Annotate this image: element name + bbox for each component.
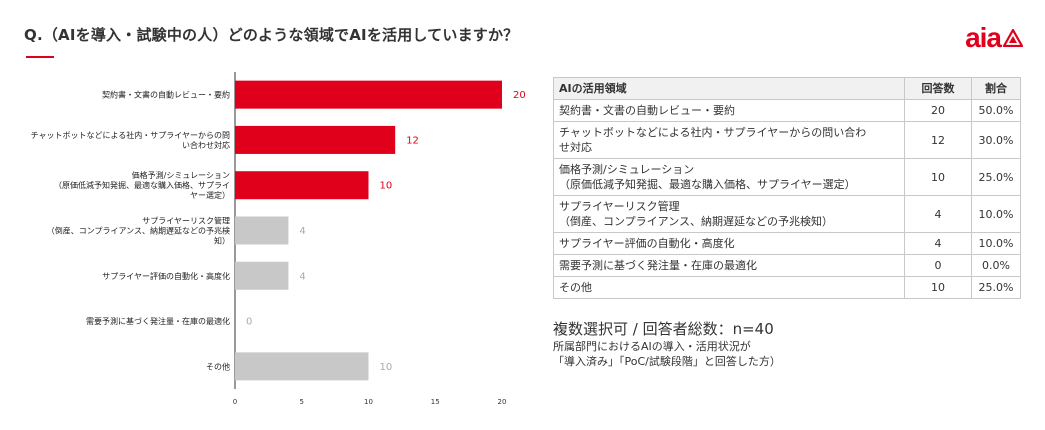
x-tick-label: 10 bbox=[364, 398, 373, 406]
row-area-line: 需要予測に基づく発注量・在庫の最適化 bbox=[559, 259, 757, 272]
note-sub-1: 所属部門におけるAIの導入・活用状況が bbox=[553, 340, 751, 353]
row-pct: 10.0% bbox=[971, 195, 1021, 233]
table-row: 需要予測に基づく発注量・在庫の最適化 0 0.0% bbox=[553, 254, 1021, 277]
row-area-line: その他 bbox=[559, 281, 592, 294]
value-label: 4 bbox=[299, 271, 305, 282]
value-label: 0 bbox=[246, 317, 252, 328]
row-area-line: せ対応 bbox=[559, 141, 592, 154]
header-area: AIの活用領域 bbox=[553, 77, 905, 100]
value-label: 10 bbox=[380, 362, 393, 373]
category-label: 価格予測/シミュレーション bbox=[132, 170, 230, 180]
row-pct: 30.0% bbox=[971, 121, 1021, 159]
row-pct: 10.0% bbox=[971, 232, 1021, 255]
row-area: チャットボットなどによる社内・サプライヤーからの問い合わ せ対応 bbox=[553, 121, 905, 159]
row-count: 10 bbox=[904, 276, 972, 299]
row-area-line: サプライヤー評価の自動化・高度化 bbox=[559, 237, 735, 250]
value-label: 4 bbox=[299, 226, 305, 237]
row-area: サプライヤーリスク管理 （倒産、コンプライアンス、納期遅延などの予兆検知） bbox=[553, 195, 905, 233]
row-count: 20 bbox=[904, 99, 972, 122]
bar bbox=[235, 216, 289, 245]
category-label: （原価低減予知発掘、最適な購入価格、サプライ bbox=[54, 180, 230, 190]
row-pct: 0.0% bbox=[971, 254, 1021, 277]
row-count: 10 bbox=[904, 158, 972, 196]
header-pct: 割合 bbox=[971, 77, 1021, 100]
row-area-line: 価格予測/シミュレーション bbox=[559, 163, 695, 176]
bar bbox=[235, 171, 369, 200]
row-count: 4 bbox=[904, 232, 972, 255]
category-label: チャットボットなどによる社内・サプライヤーからの問 bbox=[31, 130, 230, 140]
row-area: 需要予測に基づく発注量・在庫の最適化 bbox=[553, 254, 905, 277]
logo-text: aia bbox=[965, 22, 1002, 53]
data-table: AIの活用領域 回答数 割合 契約書・文書の自動レビュー・要約 20 50.0% チャ… bbox=[553, 77, 1021, 299]
row-area-line: サプライヤーリスク管理 bbox=[559, 200, 680, 213]
row-area: サプライヤー評価の自動化・高度化 bbox=[553, 232, 905, 255]
aia-triangle-icon bbox=[1003, 29, 1023, 47]
row-area: その他 bbox=[553, 276, 905, 299]
category-label: サプライヤー評価の自動化・高度化 bbox=[102, 271, 230, 281]
survey-note: 複数選択可 / 回答者総数：n=40 所属部門におけるAIの導入・活用状況が 「… bbox=[553, 320, 781, 369]
category-label: その他 bbox=[206, 361, 230, 371]
category-label: 需要予測に基づく発注量・在庫の最適化 bbox=[86, 316, 230, 326]
title-underline bbox=[26, 56, 54, 58]
bar bbox=[235, 352, 369, 381]
row-pct: 50.0% bbox=[971, 99, 1021, 122]
table-row: チャットボットなどによる社内・サプライヤーからの問い合わ せ対応 12 30.0% bbox=[553, 121, 1021, 159]
x-tick-label: 5 bbox=[300, 398, 304, 406]
header-count: 回答数 bbox=[904, 77, 972, 100]
table-row: サプライヤーリスク管理 （倒産、コンプライアンス、納期遅延などの予兆検知） 4 10.… bbox=[553, 195, 1021, 233]
category-label: ヤー選定） bbox=[190, 190, 230, 200]
row-area-line: 契約書・文書の自動レビュー・要約 bbox=[559, 104, 735, 117]
row-area: 価格予測/シミュレーション （原価低減予知発掘、最適な購入価格、サプライヤー選定） bbox=[553, 158, 905, 196]
row-count: 12 bbox=[904, 121, 972, 159]
question-title: Q.（AIを導入・試験中の人）どのような領域でAIを活用していますか？ bbox=[24, 26, 519, 44]
row-area-line: （原価低減予知発掘、最適な購入価格、サプライヤー選定） bbox=[559, 178, 856, 191]
row-count: 0 bbox=[904, 254, 972, 277]
note-sub-2: 「導入済み」「PoC/試験段階」と回答した方） bbox=[553, 355, 781, 368]
table-row: その他 10 25.0% bbox=[553, 276, 1021, 299]
row-area-line: チャットボットなどによる社内・サプライヤーからの問い合わ bbox=[559, 126, 867, 139]
category-label: 知） bbox=[214, 236, 230, 246]
value-label: 20 bbox=[513, 90, 526, 101]
x-tick-label: 15 bbox=[431, 398, 440, 406]
x-tick-label: 0 bbox=[233, 398, 237, 406]
value-label: 12 bbox=[406, 135, 419, 146]
table-header-row: AIの活用領域 回答数 割合 bbox=[553, 77, 1021, 100]
table-row: 価格予測/シミュレーション （原価低減予知発掘、最適な購入価格、サプライヤー選定）… bbox=[553, 158, 1021, 196]
table-row: サプライヤー評価の自動化・高度化 4 10.0% bbox=[553, 232, 1021, 255]
category-label: サプライヤーリスク管理 bbox=[142, 216, 230, 226]
note-main: 複数選択可 / 回答者総数：n=40 bbox=[553, 320, 774, 338]
category-label: （倒産、コンプライアンス、納期遅延などの予兆検 bbox=[47, 226, 230, 236]
table-row: 契約書・文書の自動レビュー・要約 20 50.0% bbox=[553, 99, 1021, 122]
bar bbox=[235, 125, 396, 154]
row-area-line: （倒産、コンプライアンス、納期遅延などの予兆検知） bbox=[559, 215, 834, 228]
value-label: 10 bbox=[380, 181, 393, 192]
row-pct: 25.0% bbox=[971, 158, 1021, 196]
bar bbox=[235, 80, 502, 109]
category-label: い合わせ対応 bbox=[182, 140, 230, 150]
bar bbox=[235, 261, 289, 290]
bar-chart: 20 契約書・文書の自動レビュー・要約 12 チャットボットなどによる社内・サプライヤ… bbox=[31, 72, 526, 406]
brand-logo: aia bbox=[965, 24, 1023, 52]
row-pct: 25.0% bbox=[971, 276, 1021, 299]
category-label: 契約書・文書の自動レビュー・要約 bbox=[102, 90, 230, 100]
x-tick-label: 20 bbox=[498, 398, 507, 406]
row-area: 契約書・文書の自動レビュー・要約 bbox=[553, 99, 905, 122]
row-count: 4 bbox=[904, 195, 972, 233]
